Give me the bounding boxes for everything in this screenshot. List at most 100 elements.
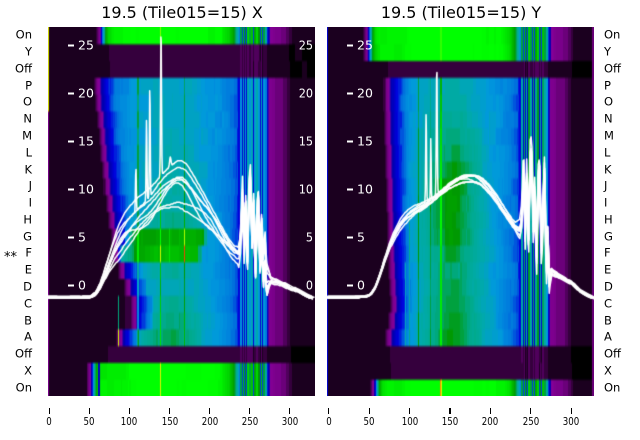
row-label-left-17: B — [24, 312, 32, 327]
y-tick-label-1-0: 0 — [346, 277, 365, 293]
x-tick-1-50 — [368, 408, 370, 414]
row-label-right-6: M — [604, 128, 614, 143]
row-label-left-6: M — [22, 128, 32, 143]
row-label-left-5: N — [23, 111, 32, 126]
y-tick-label-1-25: 25 — [346, 37, 373, 53]
y-tick-mark — [67, 92, 74, 95]
row-label-right-15: D — [604, 279, 613, 294]
y-tick-label-0-10: 10 — [67, 182, 94, 195]
right-panel-heatmap — [327, 27, 594, 396]
row-label-left-9: J — [28, 178, 32, 193]
row-label-right-17: B — [604, 312, 612, 327]
row-label-right-8: K — [604, 161, 612, 176]
x-tick-1-200 — [489, 408, 492, 414]
y-tick-mark — [346, 284, 353, 287]
y-tick-value: 25 — [357, 37, 373, 53]
row-label-left-20: X — [24, 363, 32, 378]
x-tick-1-300 — [570, 408, 572, 414]
y-tick-mark — [346, 92, 353, 95]
row-label-left-21: On — [15, 379, 32, 394]
y-tick-label-right-15: 15 — [298, 133, 314, 149]
y-tick-label-right-20: 20 — [298, 85, 314, 101]
row-label-left-11: H — [23, 212, 32, 227]
y-tick-mark — [67, 140, 74, 143]
x-tick-1-0 — [328, 408, 330, 414]
y-tick-value: 20 — [357, 85, 373, 101]
row-label-right-5: N — [604, 111, 613, 126]
x-tick-0-200 — [208, 408, 211, 414]
x-tick-label-0-150: 150 — [161, 415, 178, 428]
row-label-left-14: E — [24, 262, 32, 277]
x-tick-0-250 — [249, 408, 251, 414]
x-tick-1-250 — [530, 408, 532, 414]
row-label-left-13: F — [25, 245, 32, 260]
y-tick-mark — [346, 188, 353, 191]
row-label-right-3: P — [604, 77, 611, 92]
row-label-left-4: O — [22, 94, 32, 109]
row-label-left-15: D — [23, 279, 32, 294]
x-tick-label-1-150: 150 — [441, 415, 459, 428]
x-tick-0-0 — [48, 408, 50, 414]
y-tick-value: 20 — [78, 85, 94, 101]
row-label-right-2: Off — [604, 61, 621, 76]
y-tick-label-right-0: 0 — [305, 277, 314, 293]
y-tick-value: 25 — [78, 37, 94, 53]
y-tick-label-1-20: 20 — [346, 85, 373, 101]
y-tick-mark — [67, 188, 74, 191]
x-tick-label-1-50: 50 — [363, 415, 375, 428]
x-tick-label-1-200: 200 — [482, 415, 499, 428]
y-tick-label-0-0: 0 — [67, 277, 86, 293]
row-label-left-8: K — [24, 161, 32, 176]
x-tick-label-1-250: 250 — [522, 415, 540, 428]
row-label-left-10: I — [28, 195, 32, 210]
y-tick-label-0-25: 25 — [67, 37, 94, 53]
y-tick-label-1-5: 5 — [346, 229, 365, 245]
x-tick-label-0-200: 200 — [201, 415, 218, 428]
x-tick-label-0-100: 100 — [121, 415, 138, 428]
x-tick-0-50 — [88, 408, 91, 414]
row-label-right-9: J — [604, 178, 608, 193]
y-tick-value: 15 — [357, 133, 373, 149]
x-tick-label-0-0: 0 — [46, 415, 53, 428]
row-label-left-1: Y — [24, 44, 32, 59]
y-tick-value: 5 — [78, 229, 86, 245]
row-label-left-7: L — [25, 145, 32, 160]
y-tick-value: 5 — [357, 229, 365, 245]
y-tick-label-0-5: 5 — [67, 229, 86, 245]
row-label-left-0: On — [15, 27, 32, 42]
row-label-right-7: L — [604, 145, 611, 160]
row-label-left-19: Off — [15, 346, 32, 361]
y-tick-mark — [67, 44, 74, 47]
row-label-right-1: Y — [604, 44, 612, 59]
row-label-right-12: G — [604, 228, 613, 243]
y-tick-label-0-20: 20 — [67, 85, 94, 101]
row-label-left-16: C — [23, 296, 32, 310]
x-tick-0-150 — [168, 408, 171, 414]
x-tick-label-1-100: 100 — [401, 415, 418, 428]
row-label-right-13: F — [604, 245, 611, 260]
marked-row-asterisks: ** — [4, 250, 17, 266]
row-label-right-14: E — [604, 262, 612, 277]
y-tick-label-right-5: 5 — [305, 229, 314, 245]
y-tick-label-1-10: 10 — [346, 181, 373, 197]
y-tick-value: 0 — [78, 277, 86, 293]
row-label-right-11: H — [604, 212, 613, 227]
row-label-right-21: On — [604, 379, 621, 394]
row-label-right-20: X — [604, 363, 612, 378]
y-tick-label-right-10: 10 — [298, 181, 314, 197]
row-label-right-10: I — [604, 195, 608, 210]
x-tick-1-150 — [449, 408, 451, 414]
left-panel-title: 19.5 (Tile015=15) X — [101, 3, 263, 22]
right-panel-title: 19.5 (Tile015=15) Y — [380, 3, 542, 22]
y-tick-value: 10 — [357, 181, 373, 197]
x-tick-0-300 — [289, 408, 291, 414]
row-label-right-0: On — [604, 27, 621, 42]
left-panel-heatmap — [48, 27, 315, 396]
y-tick-value: 0 — [357, 277, 365, 293]
row-label-left-2: Off — [15, 61, 32, 76]
y-tick-mark — [67, 236, 74, 239]
y-tick-label-0-15: 15 — [67, 134, 94, 147]
row-label-right-4: O — [604, 94, 614, 109]
y-tick-label-right-25: 25 — [298, 37, 314, 53]
